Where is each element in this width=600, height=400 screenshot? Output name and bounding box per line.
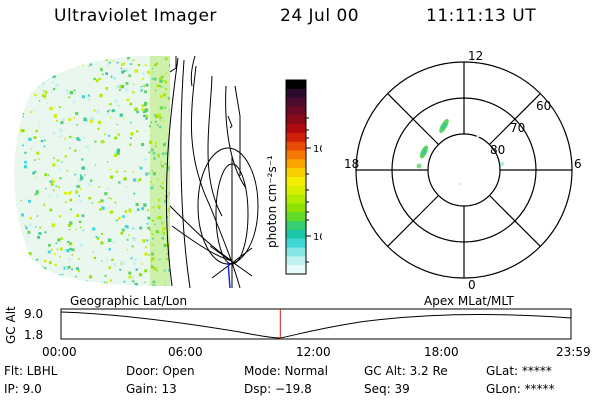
timeline-xtick-2359: 23:59 bbox=[556, 345, 591, 359]
mlt-label-12: 12 bbox=[468, 49, 483, 63]
altitude-curve bbox=[60, 311, 572, 339]
mode-status: Mode: Normal bbox=[244, 364, 328, 378]
timeline-xtick-0600: 06:00 bbox=[168, 345, 203, 359]
observation-time: 11:11:13 UT bbox=[426, 6, 537, 26]
colorbar-ticks bbox=[306, 117, 311, 263]
observation-date: 24 Jul 00 bbox=[280, 6, 360, 26]
colorbar-tick-100: 100 bbox=[313, 144, 322, 155]
timeline-ytick-max: 9.0 bbox=[24, 307, 44, 321]
timeline-xtick-1800: 18:00 bbox=[424, 345, 459, 359]
timeline-xtick-0000: 00:00 bbox=[42, 345, 77, 359]
colorbar-tick-10: 10 bbox=[313, 232, 322, 243]
polar-auroral-spots bbox=[416, 118, 504, 186]
polar-grid bbox=[355, 61, 573, 279]
uv-image-panel bbox=[14, 56, 259, 288]
dsp-status: Dsp: −19.8 bbox=[244, 382, 312, 396]
glon-status: GLon: ***** bbox=[486, 382, 555, 396]
ip-status: IP: 9.0 bbox=[4, 382, 42, 396]
mlt-label-18: 18 bbox=[344, 157, 359, 171]
gc-alt-status: GC Alt: 3.2 Re bbox=[364, 364, 448, 378]
colorbar: 100 10 photon cm⁻²s⁻¹ bbox=[265, 79, 322, 275]
glat-status: GLat: ***** bbox=[486, 364, 552, 378]
timeline-axis-label: GC Alt bbox=[4, 306, 18, 344]
colorbar-gradient bbox=[286, 80, 306, 275]
mlat-label-80: 80 bbox=[490, 143, 505, 157]
instrument-title: Ultraviolet Imager bbox=[54, 6, 217, 26]
timeline-title-left: Geographic Lat/Lon bbox=[70, 294, 188, 308]
filter-status: Flt: LBHL bbox=[4, 364, 58, 378]
timeline-ytick-min: 1.8 bbox=[24, 328, 44, 342]
timeline-title-right: Apex MLat/MLT bbox=[424, 294, 514, 308]
timeline-xtick-1200: 12:00 bbox=[296, 345, 331, 359]
auroral-emission-disk bbox=[14, 56, 170, 286]
mlat-label-70: 70 bbox=[510, 121, 525, 135]
mlat-label-60: 60 bbox=[536, 99, 551, 113]
mlt-label-0: 0 bbox=[468, 278, 476, 292]
gain-status: Gain: 13 bbox=[126, 382, 177, 396]
mlt-label-6: 6 bbox=[574, 157, 582, 171]
polar-plot: 12 18 6 0 60 70 80 bbox=[344, 49, 582, 292]
geographic-grid-lines bbox=[165, 56, 259, 288]
door-status: Door: Open bbox=[126, 364, 195, 378]
altitude-timeline bbox=[60, 308, 572, 340]
colorbar-unit-label: photon cm⁻²s⁻¹ bbox=[265, 155, 279, 248]
seq-status: Seq: 39 bbox=[364, 382, 410, 396]
